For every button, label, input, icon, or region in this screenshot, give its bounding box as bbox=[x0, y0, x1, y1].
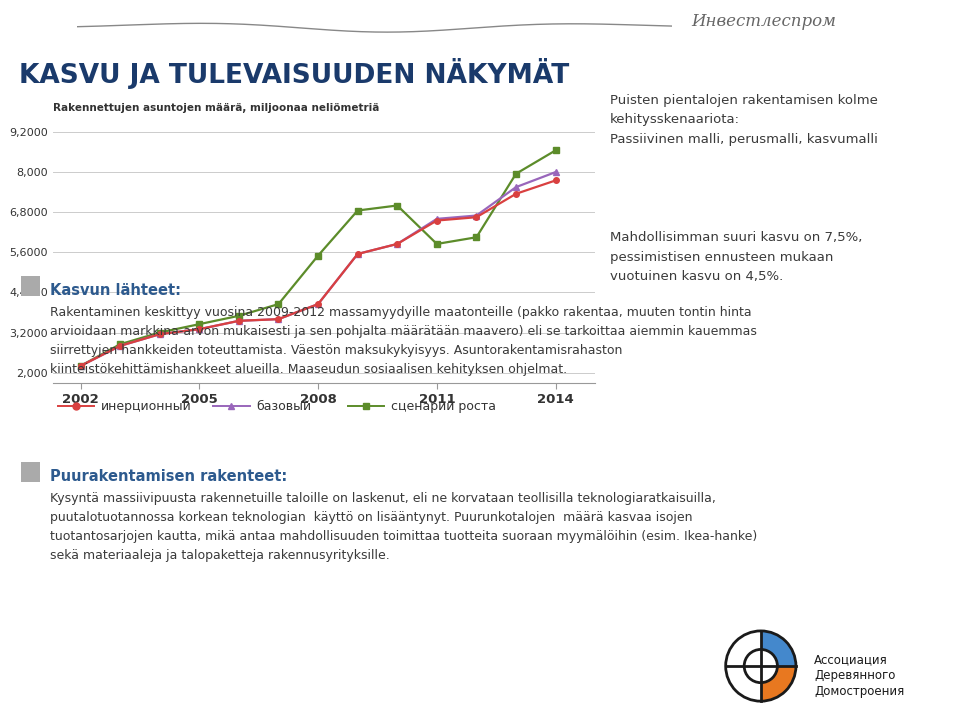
Text: Mahdollisimman suuri kasvu on 7,5%,
pessimistisen ennusteen mukaan
vuotuinen kas: Mahdollisimman suuri kasvu on 7,5%, pess… bbox=[610, 231, 862, 283]
Text: базовый: базовый bbox=[256, 400, 311, 413]
Wedge shape bbox=[760, 631, 796, 666]
Text: Kysyntä massiivipuusta rakennetuille taloille on laskenut, eli ne korvataan teol: Kysyntä massiivipuusta rakennetuille tal… bbox=[50, 492, 757, 562]
Text: Rakennettujen asuntojen määrä, miljoonaa neliömetriä: Rakennettujen asuntojen määrä, miljoonaa… bbox=[53, 103, 379, 113]
Text: KASVU JA TULEVAISUUDEN NÄKYMÄT: KASVU JA TULEVAISUUDEN NÄKYMÄT bbox=[19, 58, 569, 89]
Text: инерционный: инерционный bbox=[101, 400, 192, 413]
Text: Rakentaminen keskittyy vuosina 2009-2012 massamyydyille maatonteille (pakko rake: Rakentaminen keskittyy vuosina 2009-2012… bbox=[50, 306, 756, 376]
Text: Kasvun lähteet:: Kasvun lähteet: bbox=[50, 283, 180, 298]
Text: Ассоциация: Ассоциация bbox=[814, 653, 888, 666]
Text: Домостроения: Домостроения bbox=[814, 685, 904, 698]
Text: сценарий роста: сценарий роста bbox=[391, 400, 495, 413]
Text: Деревянного: Деревянного bbox=[814, 669, 896, 682]
Wedge shape bbox=[760, 666, 796, 701]
Text: Puurakentamisen rakenteet:: Puurakentamisen rakenteet: bbox=[50, 469, 287, 484]
Text: Инвестлеспром: Инвестлеспром bbox=[691, 13, 836, 30]
Text: Puisten pientalojen rakentamisen kolme
kehitysskenaariota:
Passiivinen malli, pe: Puisten pientalojen rakentamisen kolme k… bbox=[610, 94, 877, 146]
